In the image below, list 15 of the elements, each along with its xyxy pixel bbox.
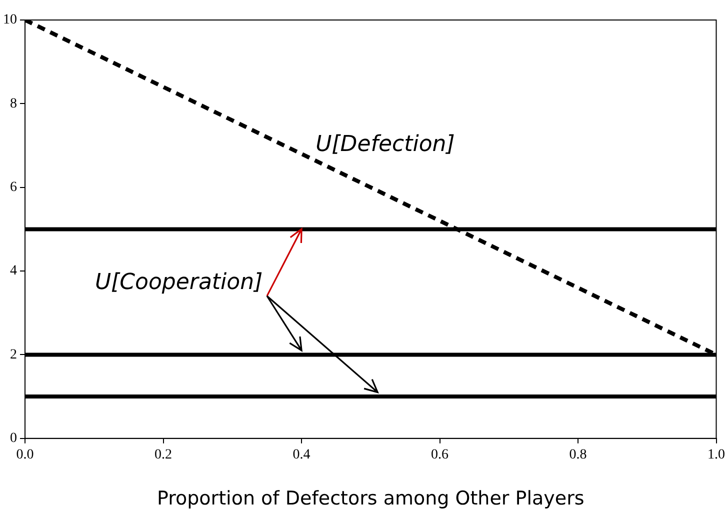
y-tick-label: 10	[3, 12, 17, 28]
y-tick-label: 6	[10, 180, 17, 196]
x-tick-label: 0.8	[569, 447, 587, 462]
x-tick-label: 0.4	[292, 447, 310, 462]
series-label: U[Defection]	[316, 132, 455, 157]
y-tick-label: 8	[10, 96, 17, 112]
annotation: U[Cooperation]	[94, 270, 263, 295]
y-tick-label: 4	[10, 264, 17, 279]
y-tick-label: 2	[10, 347, 17, 362]
x-tick-label: 1.0	[708, 447, 725, 462]
x-tick-label: 0.0	[16, 447, 34, 462]
x-axis-title: Proportion of Defectors among Other Players	[156, 488, 584, 510]
y-tick-label: 0	[10, 431, 17, 446]
x-tick-label: 0.2	[154, 447, 172, 462]
x-tick-label: 0.6	[431, 447, 448, 462]
